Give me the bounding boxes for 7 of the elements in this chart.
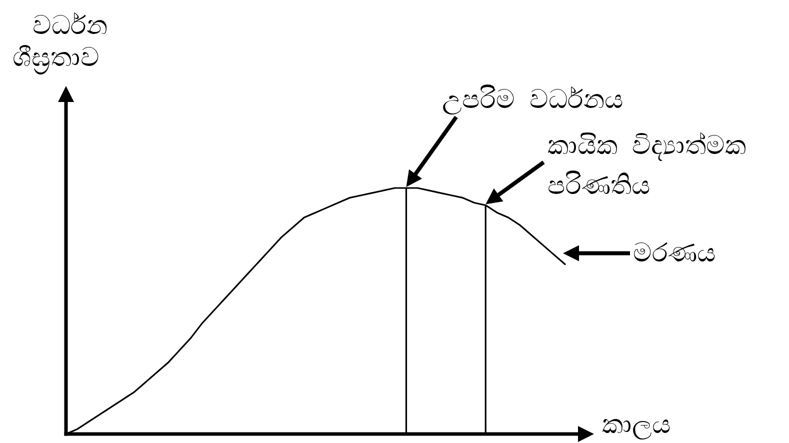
annotation: කායික විද්‍යාත්මක — [548, 131, 746, 162]
annotation: පරිණතිය — [548, 171, 651, 202]
annotation: උපරිම වර්ධනය — [442, 85, 624, 115]
ylabel: ශීඝ්‍රතාව — [12, 43, 100, 73]
ylabel: වර්ධන — [32, 11, 108, 41]
xlabel: කාලය — [602, 410, 671, 440]
annotation: මරණය — [633, 238, 716, 268]
